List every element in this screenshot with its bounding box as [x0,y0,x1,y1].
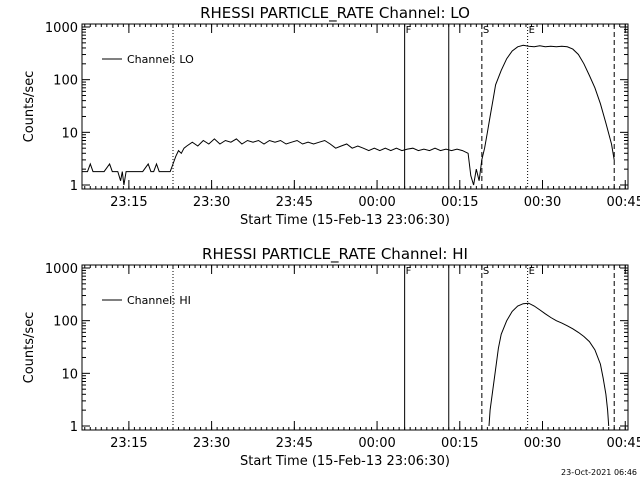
legend-entry: Channel: LO [127,53,194,66]
event-marker-label: F [406,266,412,277]
x-tick-label: 23:15 [110,436,147,451]
y-tick-label: 100 [53,315,78,330]
chart-title: RHESSI PARTICLE_RATE Channel: LO [200,4,470,23]
x-axis-label: Start Time (15-Feb-13 23:06:30) [240,454,450,469]
x-tick-label: 23:45 [276,195,313,210]
y-axis-label: Counts/sec [22,71,37,143]
event-marker-label: S [483,266,489,277]
lo-channel-panel: RHESSI PARTICLE_RATE Channel: LO 1 10 100 10… [22,4,640,228]
x-tick-label: 00:30 [524,195,561,210]
y-tick-label: 10 [61,126,78,141]
chart-title: RHESSI PARTICLE_RATE Channel: HI [202,245,468,264]
x-tick-label: 23:45 [276,436,313,451]
event-marker-label: E [529,25,535,36]
series-line [82,44,615,186]
x-tick-label: 00:45 [607,195,640,210]
x-tick-label: 00:30 [524,436,561,451]
x-tick-label: 00:15 [441,436,478,451]
x-tick-label: 00:15 [441,195,478,210]
hi-channel-panel: RHESSI PARTICLE_RATE Channel: HI 1 10 100 10… [22,245,640,469]
y-axis-label: Counts/sec [22,312,37,384]
x-tick-label: 23:30 [193,195,230,210]
event-marker-label: E [529,266,535,277]
event-marker-label: F [406,25,412,36]
legend-entry: Channel: HI [127,294,191,307]
y-tick-label: 1 [70,179,78,194]
x-tick-label: 00:00 [358,436,395,451]
x-tick-label: 00:00 [358,195,395,210]
x-tick-label: 23:15 [110,195,147,210]
y-tick-label: 1000 [45,262,78,277]
generated-timestamp: 23-Oct-2021 06:46 [561,468,637,477]
y-tick-label: 1000 [45,21,78,36]
y-tick-label: 1 [70,420,78,435]
x-tick-label: 23:30 [193,436,230,451]
y-tick-label: 10 [61,367,78,382]
x-tick-label: 00:45 [607,436,640,451]
event-marker-label: S [483,25,489,36]
series-line [488,302,610,427]
x-axis-label: Start Time (15-Feb-13 23:06:30) [240,213,450,228]
y-tick-label: 100 [53,74,78,89]
